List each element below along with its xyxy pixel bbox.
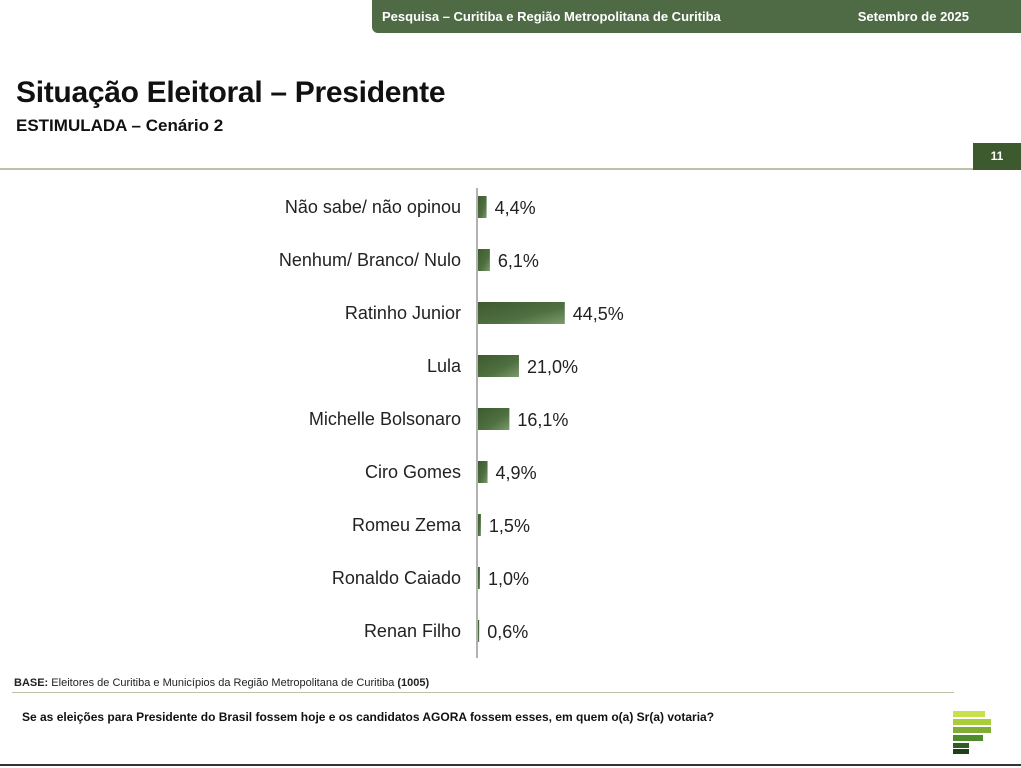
bar [478, 196, 487, 218]
survey-date: Setembro de 2025 [857, 9, 969, 24]
top-banner: Pesquisa – Curitiba e Região Metropolita… [372, 0, 1021, 33]
category-label: Ciro Gomes [365, 462, 461, 482]
base-text: Eleitores de Curitiba e Municípios da Re… [51, 677, 395, 689]
base-label: BASE: [14, 677, 49, 689]
bar [478, 567, 480, 589]
category-label: Não sabe/ não opinou [285, 197, 461, 217]
bar [478, 355, 519, 377]
header-divider [0, 168, 1021, 170]
value-label: 4,9% [496, 463, 537, 483]
bar [478, 514, 481, 536]
pesquisa-logo-icon [953, 711, 991, 754]
bar-chart: Não sabe/ não opinou 4,4% Nenhum/ Branco/ … [279, 188, 624, 658]
category-label: Michelle Bolsonaro [309, 409, 461, 429]
bar [478, 302, 565, 324]
category-label: Ratinho Junior [345, 303, 461, 323]
value-label: 1,5% [489, 516, 530, 536]
bar [478, 408, 510, 430]
survey-title: Pesquisa – Curitiba e Região Metropolita… [382, 9, 721, 24]
category-label: Nenhum/ Branco/ Nulo [279, 250, 461, 270]
bottom-border [0, 764, 1021, 766]
bar [478, 249, 490, 271]
value-label: 4,4% [495, 198, 536, 218]
value-label: 21,0% [527, 357, 578, 377]
value-label: 0,6% [487, 622, 528, 642]
category-label: Renan Filho [364, 621, 461, 641]
base-count: (1005) [397, 677, 430, 689]
page-number-badge: 11 [973, 143, 1021, 170]
value-label: 6,1% [498, 251, 539, 271]
value-label: 44,5% [573, 304, 624, 324]
category-label: Romeu Zema [352, 515, 462, 535]
bar [478, 461, 488, 483]
survey-question: Se as eleições para Presidente do Brasil… [22, 710, 715, 724]
category-label: Lula [427, 356, 462, 376]
bar [478, 620, 480, 642]
category-label: Ronaldo Caiado [332, 568, 461, 588]
value-label: 1,0% [488, 569, 529, 589]
footer-divider [12, 692, 954, 693]
value-label: 16,1% [517, 410, 568, 430]
page-subtitle: ESTIMULADA – Cenário 2 [16, 116, 224, 135]
base-note: BASE: Eleitores de Curitiba e Municípios… [14, 677, 429, 689]
page-title: Situação Eleitoral – Presidente [16, 76, 446, 109]
